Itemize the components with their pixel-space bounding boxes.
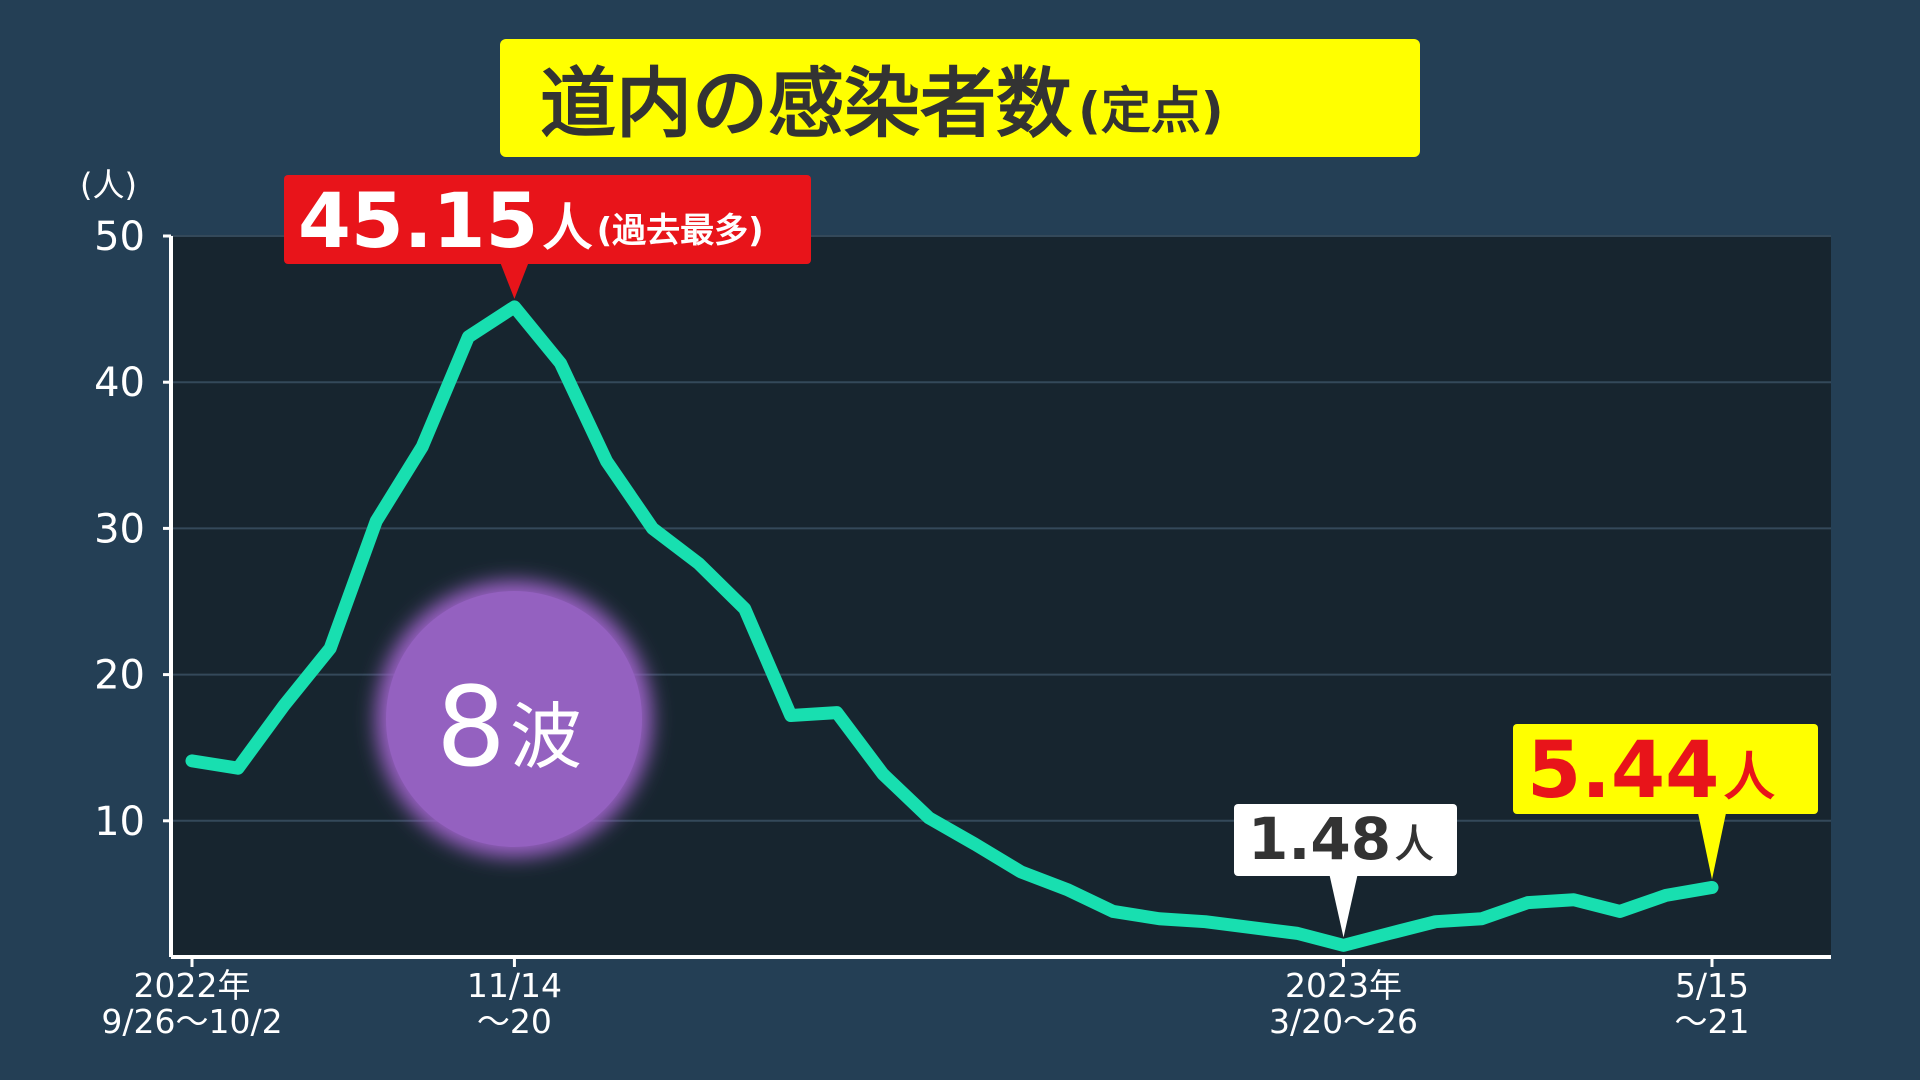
y-unit-label: (人)	[80, 166, 137, 204]
y-tick-label: 10	[94, 799, 145, 845]
data-line	[185, 300, 1719, 952]
callout-box	[1234, 804, 1457, 876]
value-unit: 人	[1723, 748, 1775, 808]
y-tick-label: 30	[94, 506, 145, 552]
x-tick-label: 5/15	[1675, 966, 1749, 1005]
chart-title: 道内の感染者数	[540, 59, 1072, 148]
y-tick-label: 40	[94, 360, 145, 406]
wave-number: 8	[436, 663, 506, 791]
value-unit: 人	[542, 198, 592, 257]
value-label: 5.44	[1527, 726, 1719, 816]
x-tick-label: 2022年	[134, 966, 251, 1005]
x-tick-label: 〜21	[1675, 1002, 1750, 1041]
y-tick-label: 20	[94, 653, 145, 699]
callout-pointer	[1698, 813, 1726, 880]
callout-pointer	[1329, 875, 1358, 938]
callout-box	[284, 175, 811, 264]
wave-text: 波	[510, 695, 582, 779]
title-box	[500, 39, 1420, 157]
wave-bubble	[386, 591, 642, 847]
plot-background	[171, 236, 1831, 955]
value-note: (過去最多)	[597, 211, 764, 251]
x-tick-label: 11/14	[467, 966, 562, 1005]
callout-pointer	[500, 263, 529, 299]
y-tick-label: 50	[94, 214, 145, 260]
callout-box	[1513, 724, 1818, 814]
x-tick-label: 9/26〜10/2	[101, 1002, 282, 1041]
chart-title-note: (定点)	[1078, 82, 1224, 140]
x-tick-label: 2023年	[1285, 966, 1402, 1005]
value-label: 45.15	[298, 176, 538, 265]
x-tick-label: 〜20	[477, 1002, 552, 1041]
x-tick-label: 3/20〜26	[1269, 1002, 1418, 1041]
value-label: 1.48	[1248, 805, 1391, 873]
value-unit: 人	[1395, 822, 1434, 867]
